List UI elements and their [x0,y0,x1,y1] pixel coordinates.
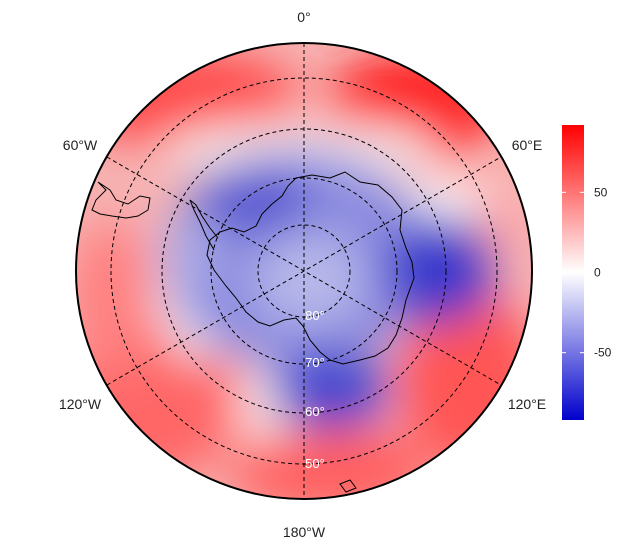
colorbar-tick-label: -50 [594,346,612,360]
lon-label-120e: 120°E [508,396,546,412]
colorbar-gradient [562,125,584,420]
antarctica-coastline [206,171,415,365]
lat-label-70: 70° [305,355,325,370]
lon-label-180w: 180°W [283,524,326,540]
graticule [106,43,502,499]
colorbar-tick-label: 0 [594,266,601,280]
colorbar-tick-label: 50 [594,185,608,199]
antarctic-peninsula [189,199,219,251]
lon-label-0: 0° [297,9,310,25]
lat-label-50: 50° [305,456,325,471]
lon-label-120w: 120°W [59,396,102,412]
lat-label-60: 60° [305,404,325,419]
colorbar: 50 0 -50 [562,125,612,420]
lon-label-60w: 60°W [63,137,98,153]
lon-label-60e: 60°E [512,137,543,153]
south-america-tip [91,181,151,219]
lat-label-80: 80° [305,308,325,323]
map-boundary [75,42,533,500]
new-zealand-fragment [339,479,357,493]
